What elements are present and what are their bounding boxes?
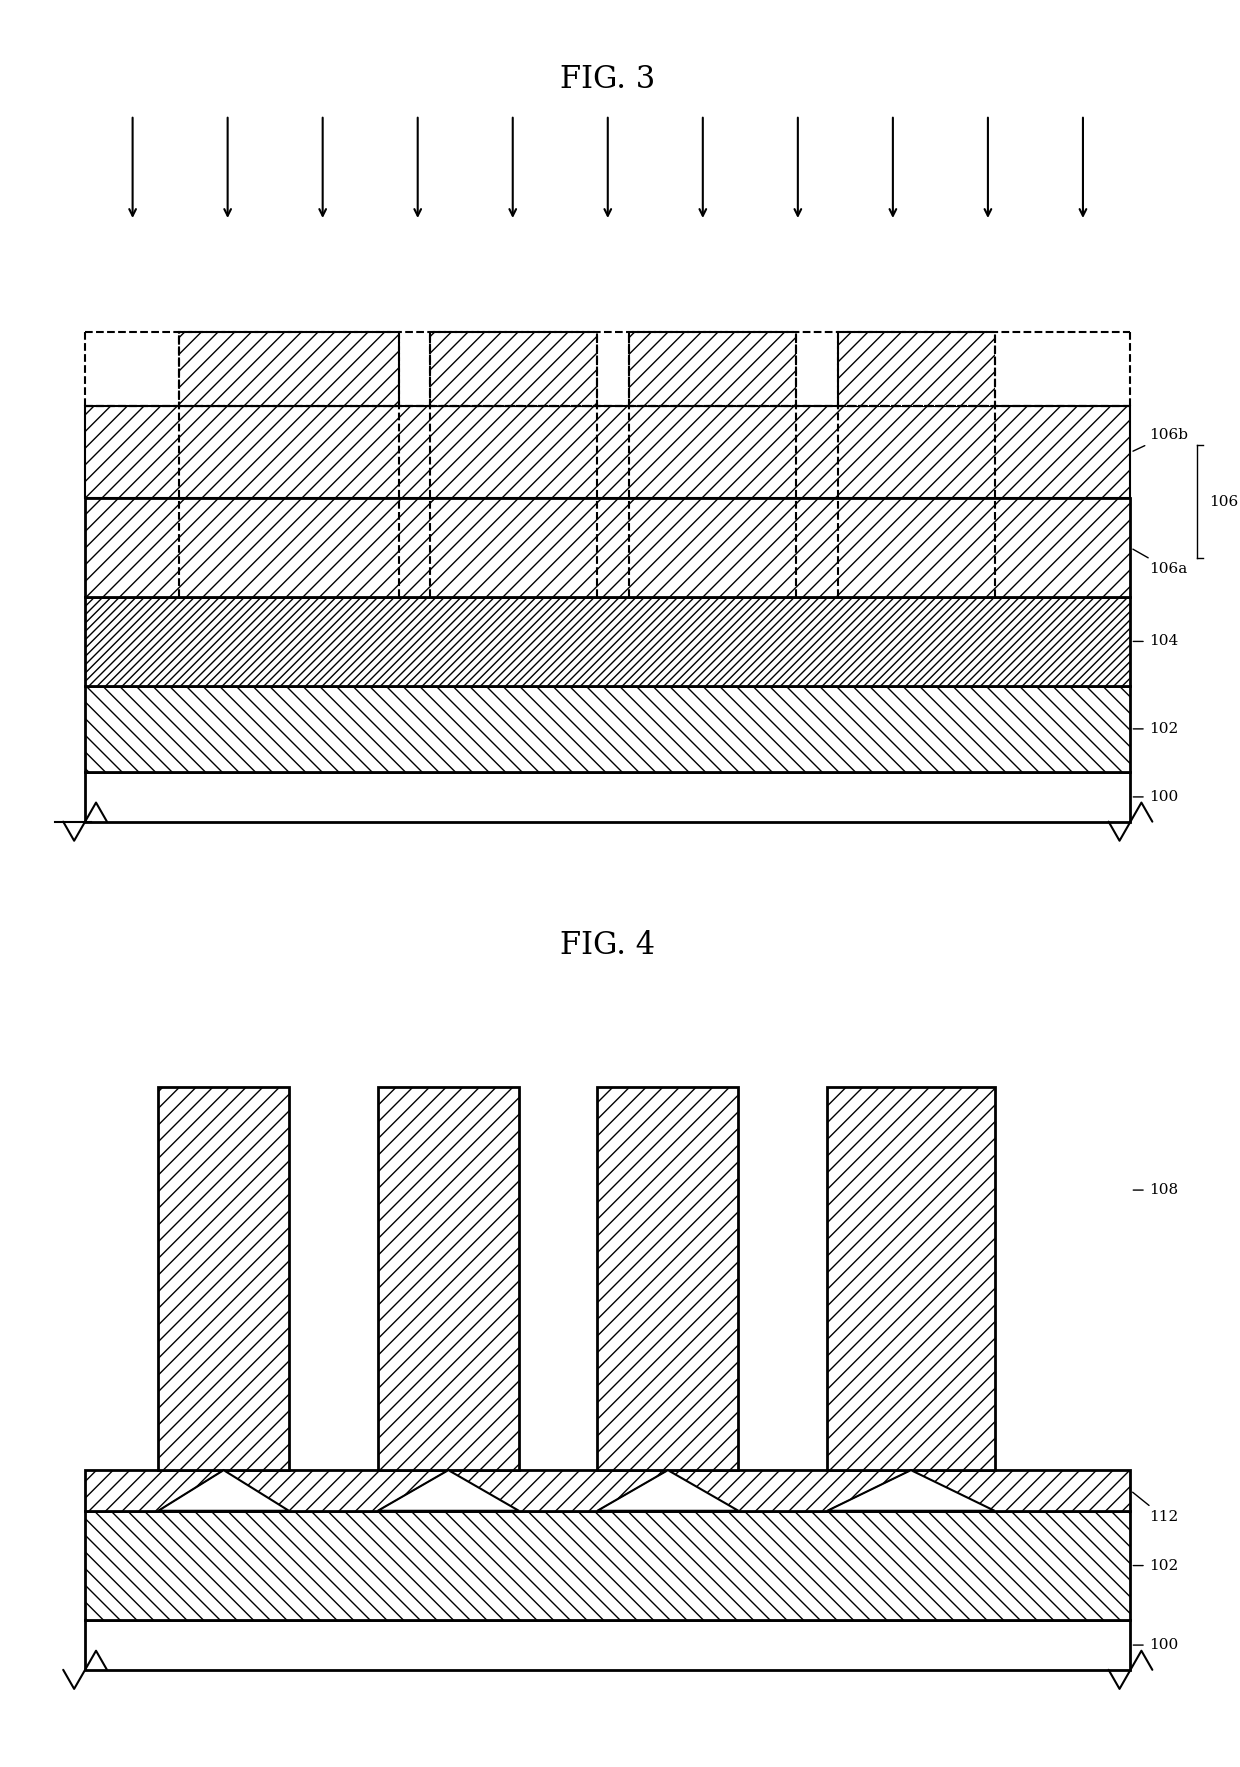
Text: 112: 112	[1132, 1491, 1178, 1523]
Text: 106a: 106a	[1133, 550, 1187, 576]
Bar	[86, 772, 1131, 822]
Text: 102: 102	[1133, 1558, 1178, 1573]
Bar	[179, 332, 399, 406]
Bar	[86, 1511, 1131, 1620]
Polygon shape	[827, 1470, 994, 1511]
Bar	[86, 597, 1131, 686]
Bar	[827, 1087, 994, 1470]
Bar	[838, 332, 994, 406]
Text: 106: 106	[1209, 495, 1239, 509]
Text: 102: 102	[1133, 723, 1178, 735]
Bar	[378, 1087, 518, 1470]
Text: 104: 104	[1133, 634, 1178, 648]
Text: 100: 100	[1133, 1638, 1178, 1652]
Text: 100: 100	[1133, 790, 1178, 804]
Bar	[86, 406, 1131, 498]
Bar	[86, 686, 1131, 772]
Polygon shape	[159, 1470, 289, 1511]
Bar	[430, 332, 598, 406]
Polygon shape	[598, 1470, 739, 1511]
Text: FIG. 3: FIG. 3	[560, 64, 656, 95]
Text: 106b: 106b	[1133, 428, 1188, 451]
Bar	[159, 1087, 289, 1470]
Polygon shape	[378, 1470, 518, 1511]
Text: 108: 108	[1133, 1184, 1178, 1196]
Bar	[598, 1087, 739, 1470]
Text: FIG. 4: FIG. 4	[560, 929, 655, 961]
Bar	[629, 332, 796, 406]
Bar	[86, 498, 1131, 597]
Bar	[86, 1620, 1131, 1670]
Bar	[86, 1470, 1131, 1511]
